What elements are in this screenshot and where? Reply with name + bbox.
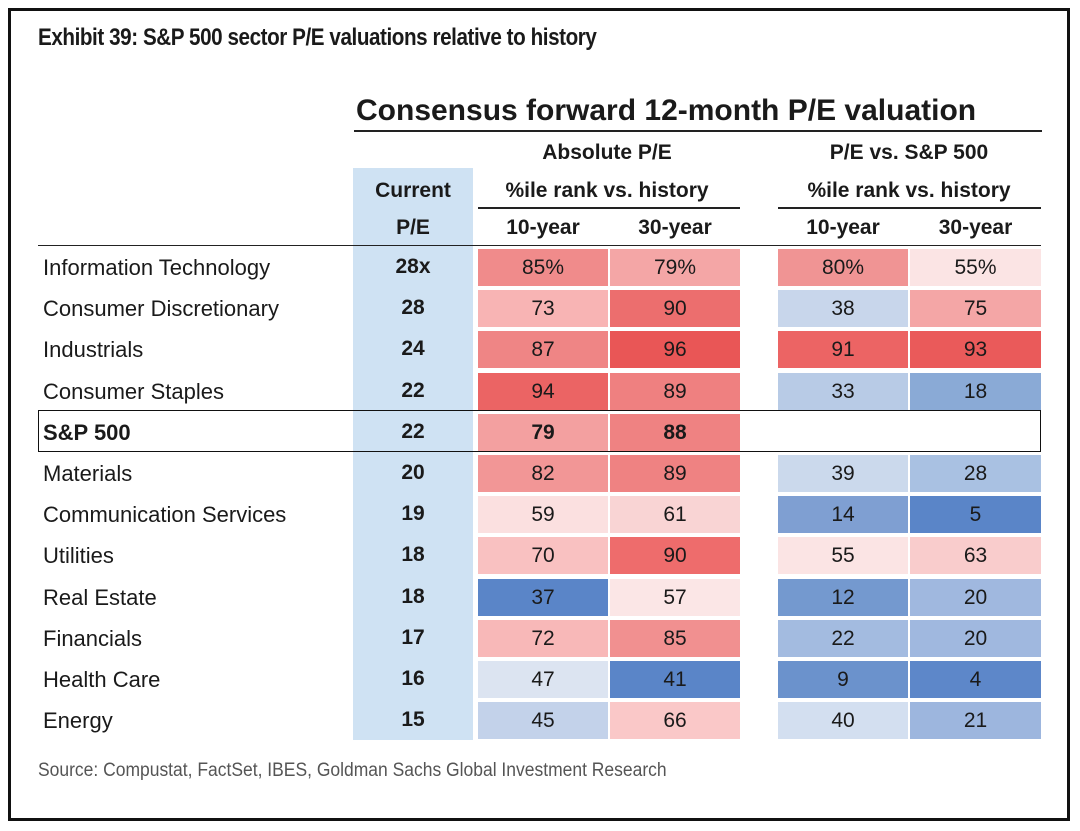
percentile-cell: 75	[910, 290, 1041, 328]
sector-label: Consumer Discretionary	[43, 296, 279, 322]
percentile-cell: 72	[478, 619, 608, 657]
sp500-row-outline	[38, 410, 1041, 452]
sector-label: Communication Services	[43, 502, 287, 528]
current-pe-value: 16	[401, 667, 425, 690]
absolute-pe-header: Absolute P/E	[542, 141, 672, 164]
percentile-cell: 41	[610, 661, 740, 698]
percentile-cell: 61	[610, 496, 740, 534]
percentile-cell: 96	[610, 331, 740, 369]
percentile-cell: 66	[610, 702, 740, 740]
col-header-abs-10y: 10-year	[506, 216, 580, 239]
percentile-cell: 20	[910, 578, 1041, 616]
percentile-cell: 59	[478, 496, 608, 534]
percentile-cell: 91	[778, 331, 908, 369]
sector-label: Real Estate	[43, 584, 157, 610]
percentile-cell: 73	[478, 290, 608, 328]
relative-subheader: %ile rank vs. history	[807, 179, 1011, 202]
current-pe-value: 22	[401, 419, 425, 443]
percentile-cell: 94	[478, 372, 608, 410]
current-pe-value: 22	[401, 378, 425, 402]
percentile-cell: 5	[910, 496, 1041, 534]
sector-label: Materials	[43, 461, 133, 486]
percentile-cell: 70	[478, 537, 608, 575]
percentile-cell: 88	[610, 413, 740, 451]
percentile-cell: 20	[910, 619, 1041, 657]
percentile-cell: 22	[778, 619, 908, 657]
col-header-abs-30y: 30-year	[638, 216, 712, 239]
percentile-cell: 9	[778, 661, 908, 698]
relative-pe-header: P/E vs. S&P 500	[829, 141, 989, 164]
percentile-cell: 85	[610, 619, 740, 657]
relative-subheader-rule	[778, 207, 1041, 209]
current-pe-value: 24	[401, 337, 425, 361]
percentile-cell: 21	[910, 702, 1041, 740]
percentile-cell	[910, 413, 1041, 451]
sector-label: Consumer Staples	[43, 378, 224, 404]
percentile-cell: 55	[778, 537, 908, 575]
percentile-cell: 40	[778, 702, 908, 740]
percentile-cell: 4	[910, 661, 1041, 698]
percentile-cell: 14	[778, 496, 908, 534]
percentile-cell: 18	[910, 372, 1041, 410]
percentile-cell: 87	[478, 331, 608, 369]
percentile-cell: 33	[778, 372, 908, 410]
percentile-cell: 89	[610, 372, 740, 410]
percentile-cell: 57	[610, 578, 740, 616]
percentile-cell	[778, 413, 908, 451]
percentile-cell: 79%	[610, 249, 740, 286]
percentile-cell: 79	[478, 413, 608, 451]
percentile-cell: 63	[910, 537, 1041, 575]
percentile-cell: 12	[778, 578, 908, 616]
current-pe-value: 18	[401, 543, 425, 567]
exhibit-frame	[8, 8, 1070, 821]
sector-label: Information Technology	[43, 255, 271, 280]
current-pe-value: 15	[401, 708, 425, 732]
percentile-cell: 93	[910, 331, 1041, 369]
percentile-cell: 90	[610, 290, 740, 328]
sector-label: Financials	[43, 625, 143, 651]
current-pe-value: 28	[401, 296, 425, 320]
source-note: Source: Compustat, FactSet, IBES, Goldma…	[38, 760, 667, 781]
current-pe-value: 18	[401, 584, 425, 608]
percentile-cell: 82	[478, 455, 608, 492]
absolute-subheader: %ile rank vs. history	[505, 179, 709, 202]
percentile-cell: 90	[610, 537, 740, 575]
exhibit-title: Exhibit 39: S&P 500 sector P/E valuation…	[38, 24, 597, 51]
percentile-cell: 38	[778, 290, 908, 328]
current-pe-value: 28x	[395, 255, 431, 278]
percentile-cell: 47	[478, 661, 608, 698]
current-header-line2: P/E	[396, 216, 430, 239]
current-header-line1: Current	[375, 179, 451, 202]
absolute-subheader-rule	[478, 207, 740, 209]
sector-label: Energy	[43, 708, 113, 734]
percentile-cell: 39	[778, 455, 908, 492]
sector-label: S&P 500	[43, 419, 131, 445]
percentile-cell: 28	[910, 455, 1041, 492]
table-title: Consensus forward 12-month P/E valuation	[356, 94, 977, 127]
sector-label: Industrials	[43, 337, 144, 363]
title-underline	[354, 130, 1042, 132]
current-pe-value: 19	[401, 502, 425, 526]
percentile-cell: 55%	[910, 249, 1041, 286]
sector-label: Utilities	[43, 543, 114, 569]
percentile-cell: 89	[610, 455, 740, 492]
col-header-rel-10y: 10-year	[806, 216, 880, 239]
current-pe-value: 20	[401, 461, 425, 484]
current-pe-column-band	[353, 168, 473, 740]
sector-label: Health Care	[43, 667, 161, 692]
col-header-rel-30y: 30-year	[938, 216, 1013, 239]
percentile-cell: 85%	[478, 249, 608, 286]
percentile-cell: 45	[478, 702, 608, 740]
current-pe-value: 17	[401, 625, 425, 649]
percentile-cell: 80%	[778, 249, 908, 286]
percentile-cell: 37	[478, 578, 608, 616]
header-bottom-rule	[38, 245, 1041, 246]
